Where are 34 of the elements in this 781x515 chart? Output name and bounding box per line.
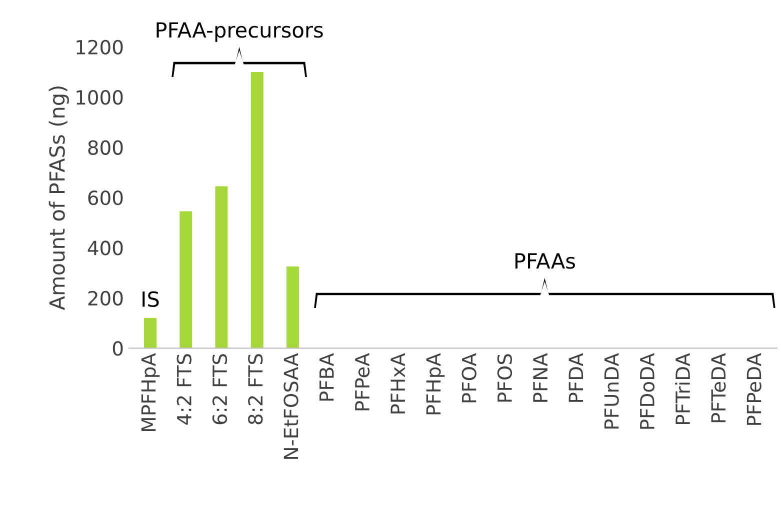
x-tick-label: 6:2 FTS xyxy=(212,354,228,424)
x-tick-label: PFUnDA xyxy=(604,353,619,428)
x-tick-label: PFBA xyxy=(320,353,334,401)
bar xyxy=(250,72,264,348)
x-tick-label: 8:2 FTS xyxy=(248,354,263,424)
x-tick-label: N-EtFOSAA xyxy=(284,353,298,459)
annotation: PFAAs xyxy=(515,253,575,269)
x-tick-label: PFTeDA xyxy=(711,353,726,422)
x-tick-label: 4:2 FTS xyxy=(176,354,192,425)
bar xyxy=(215,186,228,348)
x-tick-label: PFPeA xyxy=(355,353,370,410)
bar xyxy=(286,266,299,348)
x-tick-label: PFHpA xyxy=(426,353,445,414)
x-tick-label: PFDA xyxy=(568,353,584,402)
annotation: IS xyxy=(142,291,159,308)
y-tick-label: 1000 xyxy=(76,90,123,105)
y-tick-label: 200 xyxy=(88,290,123,306)
x-tick-label: PFTriDA xyxy=(675,353,690,424)
x-tick-label: PFOS xyxy=(497,354,512,402)
y-tick-label: 0 xyxy=(112,341,123,356)
y-axis-title: Amount of PFASs (ng) xyxy=(48,86,69,310)
x-tick-label: PFPeDA xyxy=(746,353,762,425)
y-tick-label: 400 xyxy=(88,240,123,256)
y-tick-label: 600 xyxy=(88,190,123,206)
bar xyxy=(180,211,192,348)
y-tick-label: 800 xyxy=(88,140,123,155)
x-tick-label: PFHxA xyxy=(390,353,405,414)
x-tick-label: PFOA xyxy=(462,353,476,402)
x-tick-label: MPFHpA xyxy=(141,353,160,432)
y-tick-label: 1200 xyxy=(76,40,123,55)
bar xyxy=(144,318,156,348)
text: PFAA-precursors xyxy=(156,22,323,42)
x-tick-label: PFNA xyxy=(533,353,548,402)
x-tick-label: PFDoDA xyxy=(640,353,655,429)
